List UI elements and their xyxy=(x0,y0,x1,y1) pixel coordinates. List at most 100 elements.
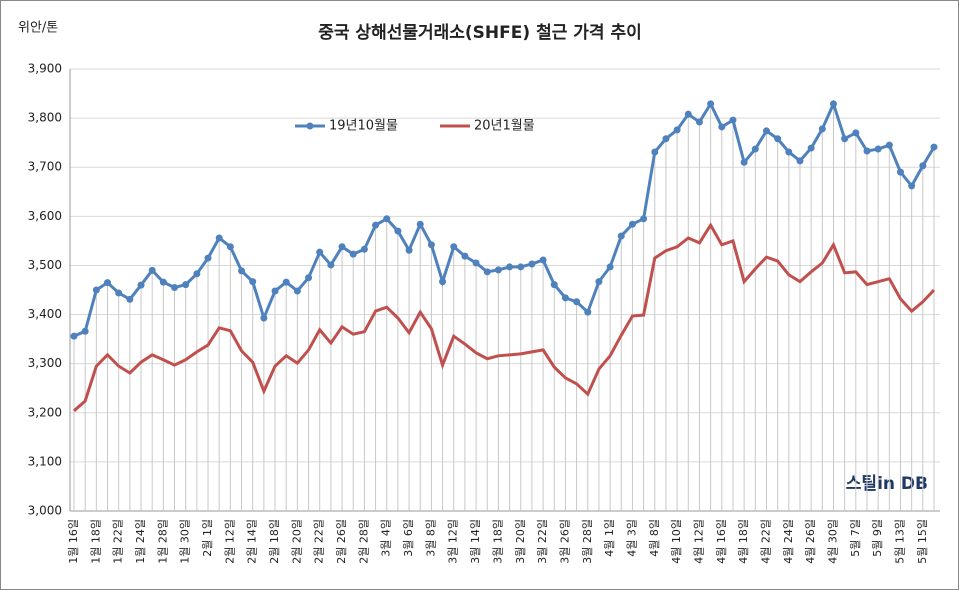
point xyxy=(439,278,447,286)
point xyxy=(327,261,335,269)
point xyxy=(863,147,871,155)
point xyxy=(595,278,603,286)
point xyxy=(305,274,313,282)
x-tick-label: 2월 20일 xyxy=(289,519,303,564)
x-tick-label: 5월 9일 xyxy=(870,519,884,557)
point xyxy=(617,232,625,240)
legend-label: 20년1월물 xyxy=(474,119,535,134)
y-tick-label: 3,100 xyxy=(28,454,62,468)
series-line xyxy=(73,222,936,412)
x-tick-label: 5월 15일 xyxy=(915,519,929,564)
point xyxy=(238,267,246,275)
y-tick-label: 3,900 xyxy=(28,62,62,76)
y-tick-label: 3,600 xyxy=(28,209,62,223)
point xyxy=(360,245,368,253)
x-tick-label: 3월 12일 xyxy=(446,519,460,564)
y-tick-label: 3,000 xyxy=(28,504,62,518)
point xyxy=(718,123,726,131)
point xyxy=(81,327,89,335)
point xyxy=(338,243,346,251)
point xyxy=(137,281,145,289)
point xyxy=(740,158,748,166)
point xyxy=(427,241,435,249)
point xyxy=(785,148,793,156)
x-tick-label: 5월 7일 xyxy=(848,519,862,557)
point xyxy=(807,144,815,152)
point xyxy=(517,263,525,271)
point xyxy=(640,215,648,223)
point xyxy=(818,125,826,133)
point xyxy=(70,332,78,340)
point xyxy=(416,220,424,228)
x-tick-label: 3월 28일 xyxy=(580,519,594,564)
x-tick-label: 3월 20일 xyxy=(513,519,527,564)
x-tick-label: 1월 22일 xyxy=(111,519,125,564)
point xyxy=(349,250,357,258)
point xyxy=(126,295,134,303)
x-tick-label: 1월 16일 xyxy=(66,519,80,564)
point xyxy=(561,294,569,302)
point xyxy=(182,281,190,289)
chart-title: 중국 상해선물거래소(SHFE) 철근 가격 추이 xyxy=(318,23,642,43)
point xyxy=(874,145,882,153)
x-tick-label: 3월 14일 xyxy=(468,519,482,564)
point xyxy=(115,289,123,297)
x-tick-label: 1월 30일 xyxy=(178,519,192,564)
point xyxy=(751,145,759,153)
x-tick-label: 4월 24일 xyxy=(781,519,795,564)
point xyxy=(628,220,636,228)
brand: 스틸in DB xyxy=(846,473,928,494)
point xyxy=(450,243,458,251)
point xyxy=(394,227,402,235)
point xyxy=(494,266,502,274)
x-tick-label: 3월 26일 xyxy=(557,519,571,564)
x-tick-label: 3월 6일 xyxy=(401,519,415,557)
x-tick-label: 2월 22일 xyxy=(312,519,326,564)
point xyxy=(550,281,558,289)
point xyxy=(193,270,201,278)
point xyxy=(606,263,614,271)
x-tick-label: 2월 18일 xyxy=(267,519,281,564)
y-axis-label: 위안/톤 xyxy=(18,21,58,36)
point xyxy=(226,243,234,251)
point xyxy=(762,127,770,135)
x-tick-label: 1월 24일 xyxy=(133,519,147,564)
point xyxy=(528,260,536,268)
point xyxy=(684,110,692,118)
y-tick-label: 3,800 xyxy=(28,111,62,125)
point xyxy=(919,162,927,170)
point xyxy=(651,148,659,156)
x-tick-label: 2월 12일 xyxy=(222,519,236,564)
point xyxy=(148,266,156,274)
point xyxy=(372,221,380,229)
x-tick-label: 3월 4일 xyxy=(379,519,393,557)
legend-marker xyxy=(306,122,314,130)
x-tick-label: 2월 14일 xyxy=(245,519,259,564)
point xyxy=(573,298,581,306)
point xyxy=(885,141,893,149)
x-tick-label: 4월 30일 xyxy=(825,519,839,564)
point xyxy=(673,126,681,134)
y-tick-label: 3,700 xyxy=(28,160,62,174)
point xyxy=(159,278,167,286)
x-tick-label: 2월 26일 xyxy=(334,519,348,564)
point xyxy=(774,135,782,143)
x-tick-label: 4월 26일 xyxy=(803,519,817,564)
y-tick-label: 3,200 xyxy=(28,405,62,419)
point xyxy=(930,143,938,151)
x-tick-label: 1월 28일 xyxy=(155,519,169,564)
x-tick-label: 5월 13일 xyxy=(892,519,906,564)
point xyxy=(293,287,301,295)
x-tick-label: 3월 8일 xyxy=(423,519,437,557)
point xyxy=(662,135,670,143)
point xyxy=(908,182,916,190)
point xyxy=(383,215,391,223)
point xyxy=(472,259,480,267)
x-tick-label: 1월 18일 xyxy=(88,519,102,564)
point xyxy=(852,129,860,137)
x-tick-label: 4월 10일 xyxy=(669,519,683,564)
point xyxy=(260,314,268,322)
y-tick-label: 3,400 xyxy=(28,307,62,321)
